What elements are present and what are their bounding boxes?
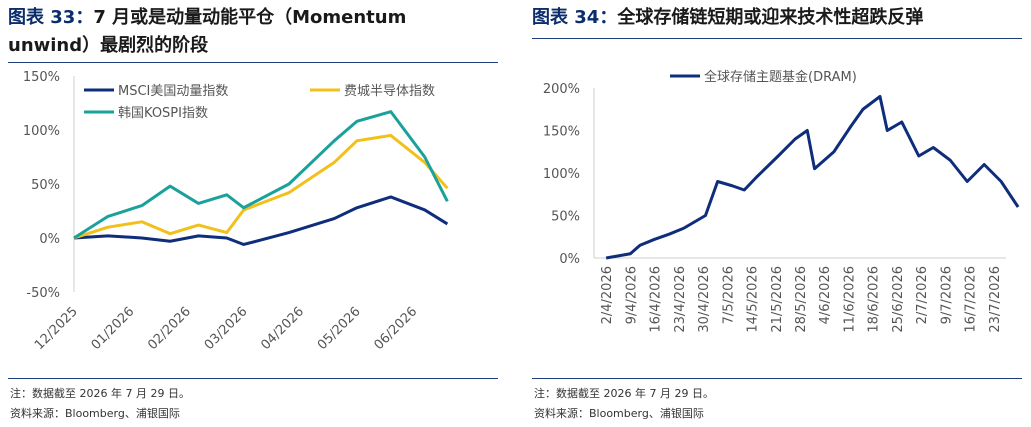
- right-title-rule: [532, 38, 1022, 39]
- right-source: 资料来源：Bloomberg、浦银国际: [534, 407, 704, 420]
- left-figure-title: 图表 33：7 月或是动量动能平仓（Momentum unwind）最剧烈的阶段: [8, 4, 406, 60]
- left-line-chart: 150% 100% 50% 0% -50% 12/2025 01/2026 02/2026 03…: [23, 70, 449, 353]
- right-x-tick-label: 30/4/2026: [697, 266, 712, 333]
- left-note: 注：数据截至 2026 年 7 月 29 日。: [10, 387, 190, 400]
- left-legend-label-2: 韩国KOSPI指数: [118, 106, 208, 121]
- right-title-text: 全球存储链短期或迎来技术性超跌反弹: [617, 7, 924, 28]
- right-x-tick-label: 16/4/2026: [649, 266, 664, 333]
- right-x-tick-label: 25/6/2026: [891, 266, 906, 333]
- left-x-tick-label: 05/2026: [315, 304, 364, 353]
- right-figure-title: 图表 34：全球存储链短期或迎来技术性超跌反弹: [532, 4, 923, 32]
- left-x-tick-label: 01/2026: [89, 304, 138, 353]
- right-y-tick-label: 0%: [559, 252, 580, 267]
- left-title-line1: 7 月或是动量动能平仓（Momentum: [93, 7, 407, 28]
- right-x-tick-label: 2/4/2026: [600, 266, 615, 324]
- right-y-tick-label: 150%: [543, 125, 580, 140]
- left-source: 资料来源：Bloomberg、浦银国际: [10, 407, 180, 420]
- left-figure-label: 图表 33：: [8, 7, 94, 28]
- left-series-line-2: [73, 110, 449, 240]
- left-figure-panel: 图表 33：7 月或是动量动能平仓（Momentum unwind）最剧烈的阶段…: [0, 0, 500, 427]
- right-figure-panel: 图表 34：全球存储链短期或迎来技术性超跌反弹 200% 150% 100% 50% 0…: [522, 0, 1031, 427]
- right-line-chart: 200% 150% 100% 50% 0% 2/4/2026 9/4/2026 16/4/20…: [543, 69, 1020, 333]
- right-note: 注：数据截至 2026 年 7 月 29 日。: [534, 387, 714, 400]
- right-x-tick-label: 28/5/2026: [794, 266, 809, 333]
- right-legend-label: 全球存储主题基金(DRAM): [704, 69, 857, 85]
- left-y-tick-label: -50%: [26, 286, 60, 301]
- left-legend-label-0: MSCI美国动量指数: [118, 84, 228, 99]
- right-y-tick-label: 200%: [543, 82, 580, 97]
- right-figure-label: 图表 34：: [532, 7, 618, 28]
- right-x-tick-label: 2/7/2026: [915, 266, 930, 324]
- right-x-tick-label: 18/6/2026: [867, 266, 882, 333]
- left-y-tick-label: 100%: [23, 124, 60, 139]
- right-series-line-0: [605, 95, 1020, 260]
- left-title-rule: [8, 62, 498, 63]
- right-x-tick-label: 16/7/2026: [964, 266, 979, 333]
- left-x-tick-label: 04/2026: [258, 304, 307, 353]
- right-x-tick-label: 7/5/2026: [721, 266, 736, 324]
- left-x-tick-label: 06/2026: [371, 304, 420, 353]
- left-footer-rule: [8, 378, 498, 379]
- left-y-tick-label: 50%: [31, 178, 60, 193]
- right-y-tick-label: 100%: [543, 167, 580, 182]
- left-y-tick-label: 150%: [23, 70, 60, 85]
- left-x-tick-label: 12/2025: [32, 304, 81, 353]
- right-x-tick-label: 23/4/2026: [673, 266, 688, 333]
- right-x-tick-label: 9/7/2026: [939, 266, 954, 324]
- right-x-tick-label: 4/6/2026: [818, 266, 833, 324]
- right-y-tick-label: 50%: [551, 210, 580, 225]
- left-series-line-1: [73, 133, 449, 240]
- right-footer-rule: [532, 378, 1022, 379]
- right-x-tick-label: 9/4/2026: [624, 266, 639, 324]
- left-x-tick-label: 02/2026: [145, 304, 194, 353]
- right-x-tick-label: 21/5/2026: [770, 266, 785, 333]
- right-x-tick-label: 11/6/2026: [842, 266, 857, 333]
- left-series-line-0: [73, 195, 449, 246]
- left-legend-label-1: 费城半导体指数: [344, 84, 435, 99]
- right-x-tick-label: 23/7/2026: [988, 266, 1003, 333]
- left-x-tick-label: 03/2026: [202, 304, 251, 353]
- right-x-tick-label: 14/5/2026: [746, 266, 761, 333]
- left-title-line2: unwind）最剧烈的阶段: [8, 35, 209, 56]
- left-y-tick-label: 0%: [39, 232, 60, 247]
